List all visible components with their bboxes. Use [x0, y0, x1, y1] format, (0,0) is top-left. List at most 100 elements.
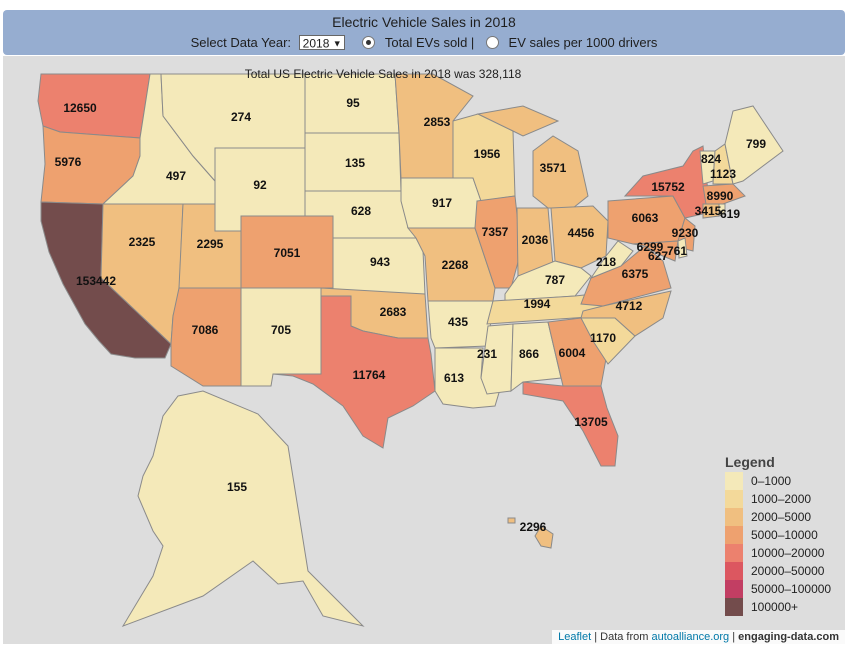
- state-value-pa: 6063: [632, 211, 659, 225]
- state-michigan-upper[interactable]: [476, 105, 560, 137]
- state-delaware[interactable]: [677, 237, 688, 259]
- site-credit: engaging-data.com: [738, 631, 839, 643]
- legend-swatch: [725, 508, 743, 526]
- state-value-az: 7086: [192, 323, 219, 337]
- state-value-mn: 2853: [424, 115, 451, 129]
- state-illinois[interactable]: [474, 195, 522, 289]
- state-value-co: 7051: [274, 246, 301, 260]
- state-value-ne: 628: [351, 204, 371, 218]
- state-value-wa: 12650: [63, 101, 97, 115]
- autoalliance-link[interactable]: autoalliance.org: [651, 631, 730, 643]
- state-maine[interactable]: [724, 105, 784, 185]
- data-from-text: | Data from: [594, 631, 649, 643]
- state-value-ct: 3415: [695, 204, 722, 218]
- state-value-md: 6299: [637, 240, 664, 254]
- state-value-tn: 1994: [524, 297, 551, 311]
- attribution-separator: |: [732, 631, 736, 643]
- state-value-me: 799: [746, 137, 766, 151]
- legend-label: 100000+: [751, 600, 799, 614]
- state-value-wy: 92: [253, 178, 267, 192]
- leaflet-link[interactable]: Leaflet: [558, 631, 592, 643]
- state-value-nv: 2325: [129, 235, 156, 249]
- state-value-ma: 8990: [707, 189, 734, 203]
- page-title: Electric Vehicle Sales in 2018: [332, 14, 516, 30]
- legend-label: 10000–20000: [751, 546, 825, 560]
- legend-label: 5000–10000: [751, 528, 818, 542]
- state-alabama[interactable]: [510, 321, 562, 393]
- map-canvas[interactable]: 12650 5976 497 274 92 153442 2325 2295 7051 7086 7…: [3, 56, 845, 644]
- legend-item: 50000–100000: [725, 580, 835, 598]
- state-massachusetts[interactable]: [702, 183, 746, 205]
- state-value-mo: 2268: [442, 258, 469, 272]
- state-value-ak: 155: [227, 480, 247, 494]
- state-value-nm: 705: [271, 323, 291, 337]
- state-louisiana[interactable]: [434, 347, 502, 409]
- legend-label: 1000–2000: [751, 492, 812, 506]
- state-alaska[interactable]: [121, 390, 365, 627]
- state-value-ga: 6004: [559, 346, 586, 360]
- state-value-ks: 943: [370, 255, 390, 269]
- legend-title: Legend: [725, 454, 775, 470]
- legend-swatch: [725, 580, 743, 598]
- controls-bar: Select Data Year: 2018 ▼ Total EVs sold …: [3, 34, 845, 50]
- state-hawaii-islands[interactable]: [507, 517, 516, 524]
- legend-label: 20000–50000: [751, 564, 825, 578]
- state-west-virginia[interactable]: [589, 240, 634, 280]
- state-value-ok: 2683: [380, 305, 407, 319]
- state-kansas[interactable]: [332, 237, 426, 295]
- state-value-nd: 95: [346, 96, 360, 110]
- year-select[interactable]: 2018 ▼: [298, 35, 345, 50]
- radio-per-1000-label[interactable]: EV sales per 1000 drivers: [508, 35, 658, 51]
- state-rhode-island[interactable]: [718, 203, 726, 217]
- state-value-nj: 9230: [672, 226, 699, 240]
- state-value-va: 6375: [622, 267, 649, 281]
- state-hawaii[interactable]: [534, 525, 554, 549]
- state-florida[interactable]: [522, 381, 619, 467]
- legend-swatch: [725, 598, 743, 616]
- map-header: Electric Vehicle Sales in 2018 Select Da…: [3, 10, 845, 55]
- state-virginia[interactable]: [580, 245, 672, 307]
- year-label: Select Data Year:: [190, 35, 292, 51]
- radio-per-1000-drivers[interactable]: [485, 36, 499, 50]
- state-value-mt: 274: [231, 110, 251, 124]
- state-arkansas[interactable]: [427, 300, 494, 349]
- state-maryland[interactable]: [632, 240, 679, 262]
- legend-swatch: [725, 562, 743, 580]
- map-attribution: Leaflet | Data from autoalliance.org | e…: [552, 630, 845, 644]
- state-value-in: 2036: [522, 233, 549, 247]
- legend-item: 0–1000: [725, 472, 835, 490]
- state-value-tx: 11764: [353, 368, 386, 382]
- state-value-wv: 218: [596, 255, 616, 269]
- radio-total-evs[interactable]: [362, 36, 376, 50]
- state-value-ms: 231: [477, 347, 497, 361]
- state-value-nc: 4712: [616, 299, 643, 313]
- state-texas[interactable]: [272, 295, 436, 449]
- state-michigan[interactable]: [532, 135, 589, 209]
- total-sales-note: Total US Electric Vehicle Sales in 2018 …: [244, 67, 522, 81]
- state-value-sd: 135: [345, 156, 365, 170]
- state-value-sc: 1170: [590, 331, 616, 345]
- state-value-ut: 2295: [197, 237, 224, 251]
- map-legend: Legend 0–1000 1000–2000 2000–5000 5000–1000…: [725, 454, 835, 616]
- state-value-ar: 435: [448, 315, 468, 329]
- legend-swatch: [725, 472, 743, 490]
- state-value-al: 866: [519, 347, 539, 361]
- legend-item: 5000–10000: [725, 526, 835, 544]
- state-north-carolina[interactable]: [580, 290, 672, 337]
- state-value-hi: 2296: [520, 520, 547, 534]
- state-value-nh: 1123: [710, 167, 736, 181]
- us-map[interactable]: 12650 5976 497 274 92 153442 2325 2295 7051 7086 7…: [3, 56, 845, 644]
- state-value-ny: 15752: [651, 180, 685, 194]
- legend-label: 0–1000: [751, 474, 792, 488]
- radio-total-evs-label[interactable]: Total EVs sold |: [384, 35, 475, 51]
- state-value-ca: 153442: [76, 274, 116, 288]
- state-value-la: 613: [444, 371, 464, 385]
- legend-item: 1000–2000: [725, 490, 835, 508]
- legend-item: 100000+: [725, 598, 835, 616]
- legend-swatch: [725, 544, 743, 562]
- state-value-de: 761: [667, 244, 687, 258]
- state-value-oh: 4456: [568, 226, 595, 240]
- dropdown-arrow-icon: ▼: [332, 38, 342, 49]
- state-value-id: 497: [166, 169, 186, 183]
- legend-label: 50000–100000: [751, 582, 832, 596]
